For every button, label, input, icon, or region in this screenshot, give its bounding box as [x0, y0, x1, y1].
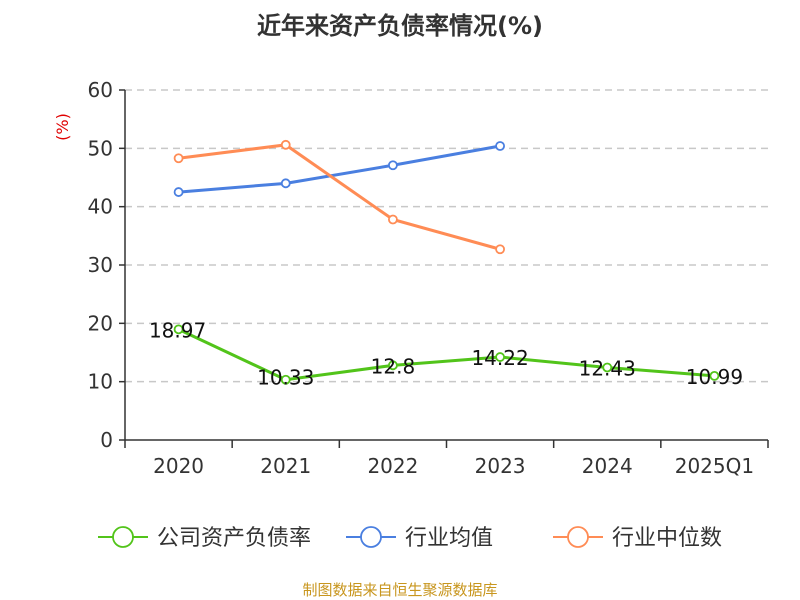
y-tick-label: 0 — [100, 428, 113, 452]
data-point — [280, 139, 291, 150]
data-point — [280, 178, 291, 189]
series-line — [178, 144, 501, 194]
y-tick-label: 30 — [88, 253, 113, 277]
legend-marker — [360, 526, 382, 548]
data-point — [173, 324, 184, 335]
legend-label: 行业中位数 — [612, 526, 722, 551]
data-point — [388, 160, 398, 171]
data-point — [280, 374, 291, 385]
legend-marker — [112, 526, 134, 548]
data-point — [495, 352, 505, 362]
y-tick-label: 10 — [88, 370, 113, 394]
data-label: 12.43 — [579, 356, 636, 380]
data-point — [388, 214, 398, 225]
data-label: 10.33 — [257, 366, 314, 390]
legend-label: 公司资产负债率 — [157, 526, 311, 551]
source-footer: 制图数据来自恒生聚源数据库 — [302, 581, 498, 599]
x-tick-label: 2020 — [153, 454, 204, 478]
y-tick-label: 60 — [88, 78, 113, 102]
y-tick-label: 40 — [88, 195, 113, 219]
series-line — [178, 143, 501, 251]
data-label: 18.97 — [149, 318, 206, 342]
data-label: 12.8 — [371, 354, 416, 378]
data-point — [602, 362, 613, 373]
chart-title: 近年来资产负债率情况(%) — [257, 12, 543, 40]
data-point — [495, 244, 505, 255]
y-tick-label: 50 — [88, 136, 113, 160]
data-point — [173, 153, 184, 164]
series-line — [177, 327, 715, 382]
data-point — [709, 370, 720, 381]
x-tick-label: 2022 — [367, 454, 418, 478]
data-point — [495, 141, 505, 151]
data-point — [173, 187, 184, 197]
data-label: 14.22 — [471, 346, 528, 370]
legend-marker — [567, 526, 589, 548]
x-tick-label: 2024 — [582, 454, 633, 478]
legend-label: 行业均值 — [405, 526, 493, 551]
data-point — [388, 360, 398, 371]
x-tick-label: 2021 — [260, 454, 311, 478]
y-axis-label: (%) — [53, 113, 72, 141]
y-tick-label: 20 — [88, 311, 113, 335]
data-label: 10.99 — [686, 365, 743, 389]
x-tick-label: 2023 — [475, 454, 526, 478]
x-tick-label: 2025Q1 — [675, 454, 754, 478]
